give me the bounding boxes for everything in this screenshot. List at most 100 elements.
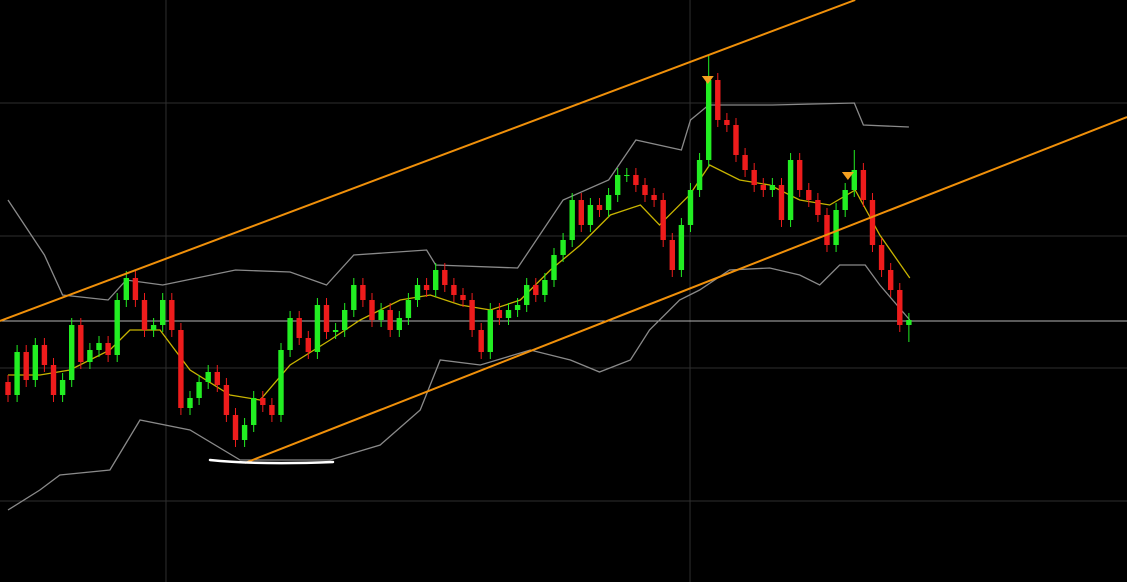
candle-body [69, 325, 75, 380]
signal-marker [841, 172, 854, 180]
candle-body [806, 190, 812, 200]
candle-body [451, 285, 457, 295]
candle-body [824, 215, 830, 245]
candle-body [260, 398, 266, 405]
candle-body [596, 205, 603, 210]
candle-body [32, 345, 39, 380]
candle-body [560, 240, 566, 255]
candle-body [669, 240, 675, 270]
candle-body [150, 325, 157, 330]
candle-body [705, 80, 712, 160]
trend-line [0, 0, 856, 322]
candle-body [869, 200, 876, 245]
candle-body [696, 160, 703, 190]
candle-body [232, 415, 239, 440]
candle-body [178, 330, 184, 408]
candle-body [842, 190, 848, 210]
candle-body [323, 305, 330, 332]
candle-body [169, 300, 175, 330]
candle-body [678, 225, 685, 270]
candle-body [14, 352, 20, 395]
candle-body [760, 185, 766, 190]
candle-body [105, 343, 111, 355]
candle-body [906, 320, 912, 325]
candle-body [887, 270, 894, 290]
hand-drawn-stroke [208, 458, 335, 465]
candle-body [50, 365, 57, 395]
candle-body [332, 330, 339, 332]
candle-body [469, 300, 475, 330]
candle-body [833, 210, 839, 245]
candle-body [196, 382, 202, 398]
candle-body [542, 280, 548, 295]
candle-body [78, 325, 84, 362]
candle-body [778, 185, 785, 220]
candle-body [123, 278, 130, 300]
candle-body [351, 285, 357, 310]
trend-line [244, 116, 1127, 464]
candle-body [5, 382, 11, 395]
candle-body [587, 205, 594, 225]
candle-body [423, 285, 430, 290]
candle-body [414, 285, 421, 300]
candle-body [715, 80, 721, 120]
candle-body [533, 285, 539, 295]
candle-body [687, 190, 694, 225]
candle-body [141, 300, 148, 330]
candle-body [815, 200, 821, 215]
candle-body [551, 255, 557, 280]
indicator-line [7, 264, 911, 511]
candle-body [223, 385, 230, 415]
candle-body [405, 300, 412, 318]
candle-body [633, 175, 639, 185]
candle-body [87, 350, 93, 362]
candle-body [505, 310, 512, 318]
candle-body [132, 278, 139, 300]
candle-body [241, 425, 248, 440]
candle-body [478, 330, 484, 352]
candle-body [514, 305, 521, 310]
candle-body [251, 398, 257, 425]
candle-body [214, 372, 221, 385]
candle-body [742, 155, 748, 170]
candle-body [769, 185, 776, 190]
candle-body [751, 170, 757, 185]
candle-body [396, 318, 402, 330]
candle-body [432, 270, 439, 290]
candle-body [897, 290, 903, 325]
candle-body [860, 170, 867, 200]
candle-body [569, 200, 575, 240]
candle-body [487, 310, 493, 352]
candle-body [378, 310, 384, 320]
candle-body [642, 185, 648, 195]
candle-body [442, 270, 448, 285]
candle-body [523, 285, 530, 305]
candle-body [205, 372, 211, 382]
candle-body [878, 245, 885, 270]
candle-body [23, 352, 29, 380]
candle-body [314, 305, 321, 352]
candle-body [851, 170, 857, 190]
candle-body [96, 343, 102, 350]
candle-body [59, 380, 66, 395]
candle-body [369, 300, 375, 320]
candle-body [651, 195, 657, 200]
candle-body [624, 175, 630, 176]
candle-body [296, 318, 302, 338]
candle-body [724, 120, 730, 125]
candle-body [460, 295, 466, 300]
signal-marker [701, 76, 714, 84]
candle-body [341, 310, 348, 330]
candle-body [160, 300, 166, 325]
candle-body [287, 318, 293, 350]
candle-body [387, 310, 393, 330]
candle-body [305, 338, 311, 352]
candle-body [278, 350, 284, 415]
candle-body [796, 160, 803, 190]
candle-body [614, 175, 621, 195]
candle-body [660, 200, 666, 240]
